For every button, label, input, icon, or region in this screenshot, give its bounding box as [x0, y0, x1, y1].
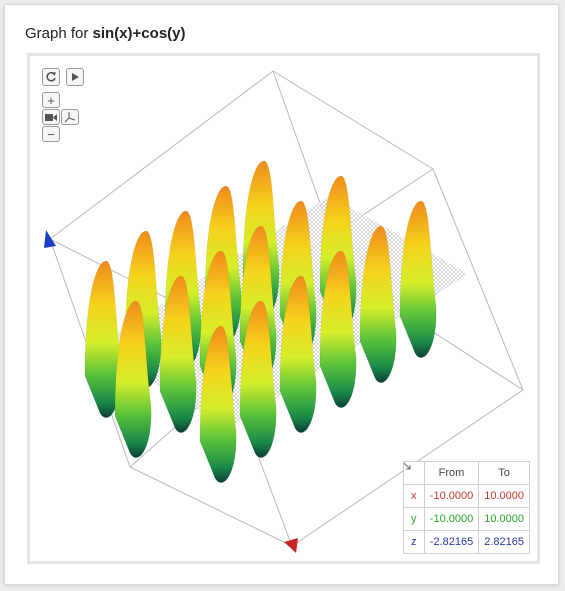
- x-from-value[interactable]: -10.0000: [423, 484, 480, 508]
- function-expression: sin(x)+cos(y): [92, 25, 186, 42]
- zoom-in-label: +: [47, 92, 55, 108]
- graph-card: Graph for sin(x)+cos(y): [4, 4, 559, 585]
- surface-ridge: [239, 300, 277, 458]
- z-axis-marker: [44, 230, 56, 248]
- camera-icon: [45, 113, 57, 121]
- zoom-out-label: −: [47, 126, 55, 142]
- diagonal-arrow-icon: [402, 461, 425, 485]
- surface-ridge: [84, 260, 122, 418]
- surface-plot[interactable]: [30, 56, 537, 561]
- range-table-header: From To: [402, 461, 530, 485]
- graph-viewport[interactable]: + − From To x -1: [27, 53, 540, 564]
- y-from-value[interactable]: -10.0000: [423, 507, 480, 531]
- surface-ridge: [114, 300, 152, 458]
- x-axis-marker: [284, 538, 298, 553]
- range-row-x: x -10.0000 10.0000: [402, 484, 530, 508]
- zoom-out-button[interactable]: −: [42, 126, 60, 142]
- axes-button[interactable]: [61, 109, 79, 125]
- range-row-y: y -10.0000 10.0000: [402, 507, 530, 531]
- surface-waves: [84, 160, 437, 483]
- title-prefix: Graph for: [25, 25, 89, 42]
- range-table: From To x -10.0000 10.0000 y -10.0000 10…: [402, 461, 530, 554]
- play-button[interactable]: [66, 68, 84, 86]
- play-icon: [72, 73, 79, 81]
- axis-label-x: x: [402, 484, 425, 508]
- axes-icon: [64, 112, 76, 123]
- y-to-value[interactable]: 10.0000: [478, 507, 530, 531]
- surface-ridge: [319, 250, 357, 408]
- from-header: From: [423, 461, 480, 485]
- reset-view-button[interactable]: [42, 68, 60, 86]
- axis-label-z: z: [402, 530, 425, 554]
- surface-ridge: [199, 325, 237, 483]
- surface-ridge: [279, 275, 317, 433]
- to-header: To: [478, 461, 530, 485]
- x-to-value[interactable]: 10.0000: [478, 484, 530, 508]
- reset-icon: [46, 72, 56, 82]
- surface-ridge: [359, 225, 397, 383]
- axis-label-y: y: [402, 507, 425, 531]
- surface-ridge: [159, 275, 197, 433]
- z-from-value[interactable]: -2.82165: [423, 530, 480, 554]
- surface-ridge: [399, 200, 437, 358]
- graph-title: Graph for sin(x)+cos(y): [25, 25, 186, 42]
- z-to-value[interactable]: 2.82165: [478, 530, 530, 554]
- zoom-in-button[interactable]: +: [42, 92, 60, 108]
- camera-button[interactable]: [42, 109, 60, 125]
- range-row-z: z -2.82165 2.82165: [402, 530, 530, 554]
